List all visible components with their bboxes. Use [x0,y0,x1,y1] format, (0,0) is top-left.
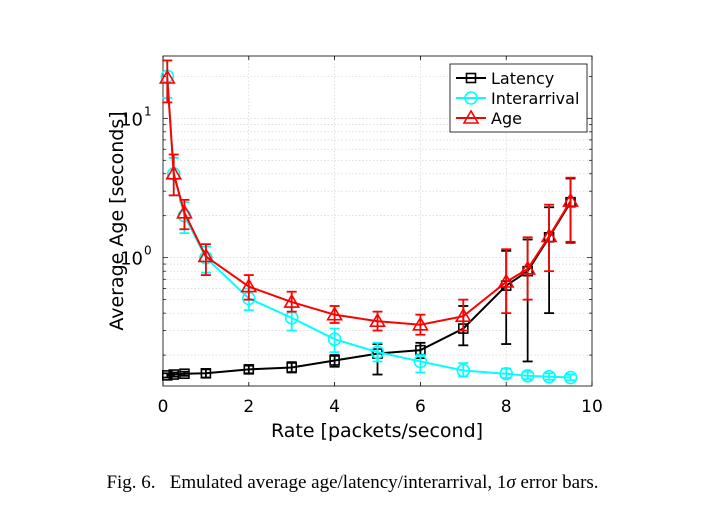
grid-layer [163,56,592,386]
y-tick-label: 10 [120,109,143,130]
data-point [454,307,472,323]
data-point [200,368,212,379]
series-line [166,77,572,326]
y-tick-exponent: 1 [144,104,152,118]
data-point [286,362,298,373]
data-point [369,312,386,328]
data-point [161,370,173,381]
legend-item: Age [456,109,522,128]
data-point [456,363,471,378]
data-point [519,260,537,275]
data-point [412,316,429,331]
data-point [370,345,385,359]
y-tick-label: 10 [120,249,143,270]
series-age [158,59,579,336]
data-point [179,368,190,380]
data-point [168,369,180,380]
data-point [197,247,215,263]
data-point [158,69,176,84]
data-point [520,369,535,383]
y-axis-label: Average Age [seconds] [106,111,128,330]
x-tick-label: 8 [501,397,512,417]
data-point [497,273,515,288]
legend-marker [464,91,478,105]
x-tick-label: 4 [329,397,340,417]
plot-frame [162,55,593,387]
legend-item: Interarrival [456,89,579,108]
data-point [329,355,340,366]
series-layer [158,59,579,385]
legend-item: Latency [456,69,554,88]
caption-sigma: σ [506,472,516,493]
legend-marker [462,109,480,124]
legend-label: Latency [491,69,554,88]
legend-label: Interarrival [491,89,579,108]
data-point [563,370,578,385]
x-tick-label: 10 [581,397,603,417]
x-axis-label: Rate [packets/second] [271,420,483,442]
caption-text: Emulated average age/latency/interarriva… [169,472,507,493]
figure-caption: Fig. 6. Emulated average age/latency/int… [0,472,705,494]
x-tick-label: 0 [158,397,169,417]
data-point [240,278,258,293]
data-point [499,366,514,381]
data-point [540,227,558,243]
x-tick-label: 2 [243,397,254,417]
legend-marker [465,72,477,84]
data-point [542,369,556,384]
data-point [562,192,579,207]
caption-label: Fig. 6. [106,472,156,493]
data-point [243,364,255,375]
series-line [166,76,571,379]
data-point [326,306,343,321]
caption-text-end: error bars. [515,472,599,493]
y-tick-exponent: 0 [144,244,152,258]
data-point [283,293,301,308]
data-point [327,332,342,347]
data-point [413,354,428,369]
data-point [176,204,193,219]
x-tick-label: 6 [415,397,426,417]
data-point [165,165,183,180]
legend-label: Age [491,109,522,128]
